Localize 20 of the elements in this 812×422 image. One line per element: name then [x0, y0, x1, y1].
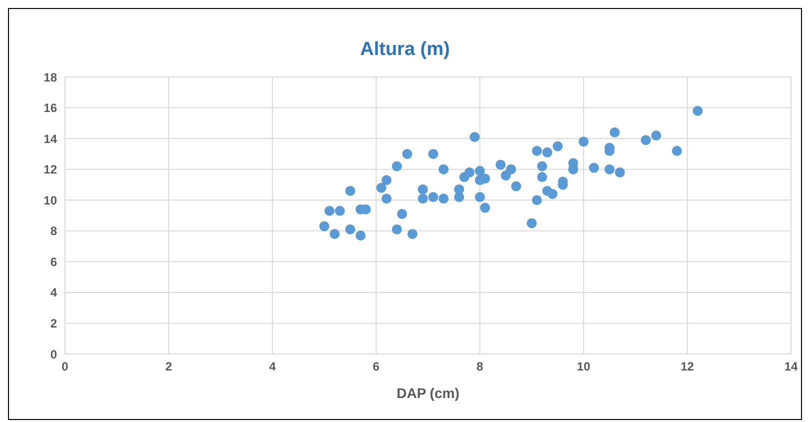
x-tick-label: 8	[476, 360, 484, 374]
y-tick-label: 10	[44, 193, 58, 208]
y-tick-label: 8	[50, 224, 58, 238]
x-axis-title: DAP (cm)	[396, 385, 460, 401]
x-tick-label: 14	[784, 360, 798, 374]
x-tick-label: 4	[269, 360, 276, 374]
y-tick-label: 4	[50, 286, 58, 300]
chart-title: Altura (m)	[359, 39, 451, 62]
x-tick-label: 12	[680, 360, 694, 374]
x-tick-label: 0	[62, 360, 69, 374]
y-tick-label: 14	[44, 132, 58, 146]
y-tick-label: 12	[44, 162, 58, 177]
y-tick-label: 18	[44, 70, 58, 84]
x-tick-label: 10	[576, 360, 591, 374]
y-tick-label: 2	[50, 316, 58, 330]
x-tick-label: 6	[372, 360, 380, 374]
y-tick-label: 6	[50, 254, 58, 269]
x-tick-label: 2	[165, 360, 172, 374]
y-tick-label: 0	[50, 347, 58, 362]
y-tick-label: 16	[44, 101, 58, 116]
